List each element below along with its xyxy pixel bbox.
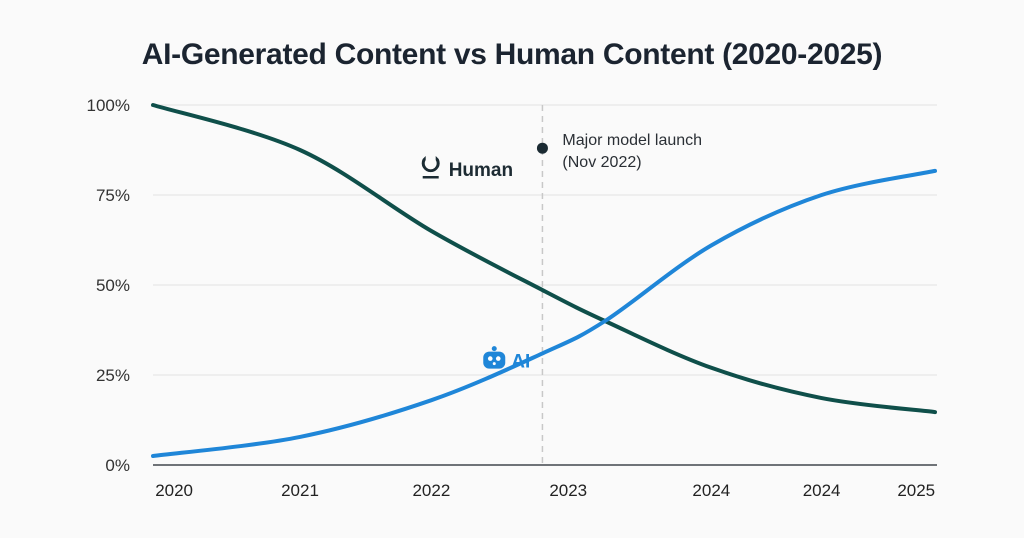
grid-lines — [153, 104, 937, 466]
y-tick-label: 0% — [105, 456, 130, 475]
robot-icon — [483, 346, 506, 369]
series-line-human — [151, 103, 937, 415]
series-labels: Human AI — [421, 156, 530, 373]
y-tick-label: 100% — [87, 96, 130, 115]
series-lines — [151, 103, 937, 458]
annotation-label: Major model launch — [562, 132, 702, 149]
robot-icon-antenna — [491, 346, 497, 352]
annotation-marker — [536, 142, 548, 154]
robot-icon-head — [483, 351, 506, 369]
series-label-ai: AI — [511, 352, 530, 373]
robot-icon-eye — [487, 356, 493, 361]
y-tick-label: 75% — [96, 186, 130, 205]
x-tick-label: 2021 — [281, 481, 319, 500]
x-tick-label: 2024 — [692, 481, 730, 500]
x-tick-label: 2022 — [412, 481, 450, 500]
annotation-group: Major model launch (Nov 2022) — [536, 105, 702, 465]
robot-icon-eye — [495, 356, 501, 361]
series-label-human: Human — [449, 160, 513, 181]
y-axis-ticks: 0% 25% 50% 75% 100% — [87, 96, 130, 475]
human-icon-shape — [421, 156, 440, 173]
y-tick-label: 25% — [96, 366, 130, 385]
annotation-sublabel: (Nov 2022) — [562, 154, 641, 171]
series-line-ai — [151, 168, 937, 458]
x-axis-ticks: 2020 2021 2022 2023 2024 2024 2025 — [155, 481, 935, 500]
robot-icon-mouth — [492, 362, 496, 366]
human-icon-base — [422, 176, 439, 179]
x-tick-label: 2025 — [897, 481, 935, 500]
y-tick-label: 50% — [96, 276, 130, 295]
x-tick-label: 2020 — [155, 481, 193, 500]
x-tick-label: 2023 — [549, 481, 587, 500]
x-tick-label: 2024 — [803, 481, 841, 500]
human-icon — [421, 156, 440, 179]
chart-title: AI-Generated Content vs Human Content (2… — [141, 38, 883, 71]
